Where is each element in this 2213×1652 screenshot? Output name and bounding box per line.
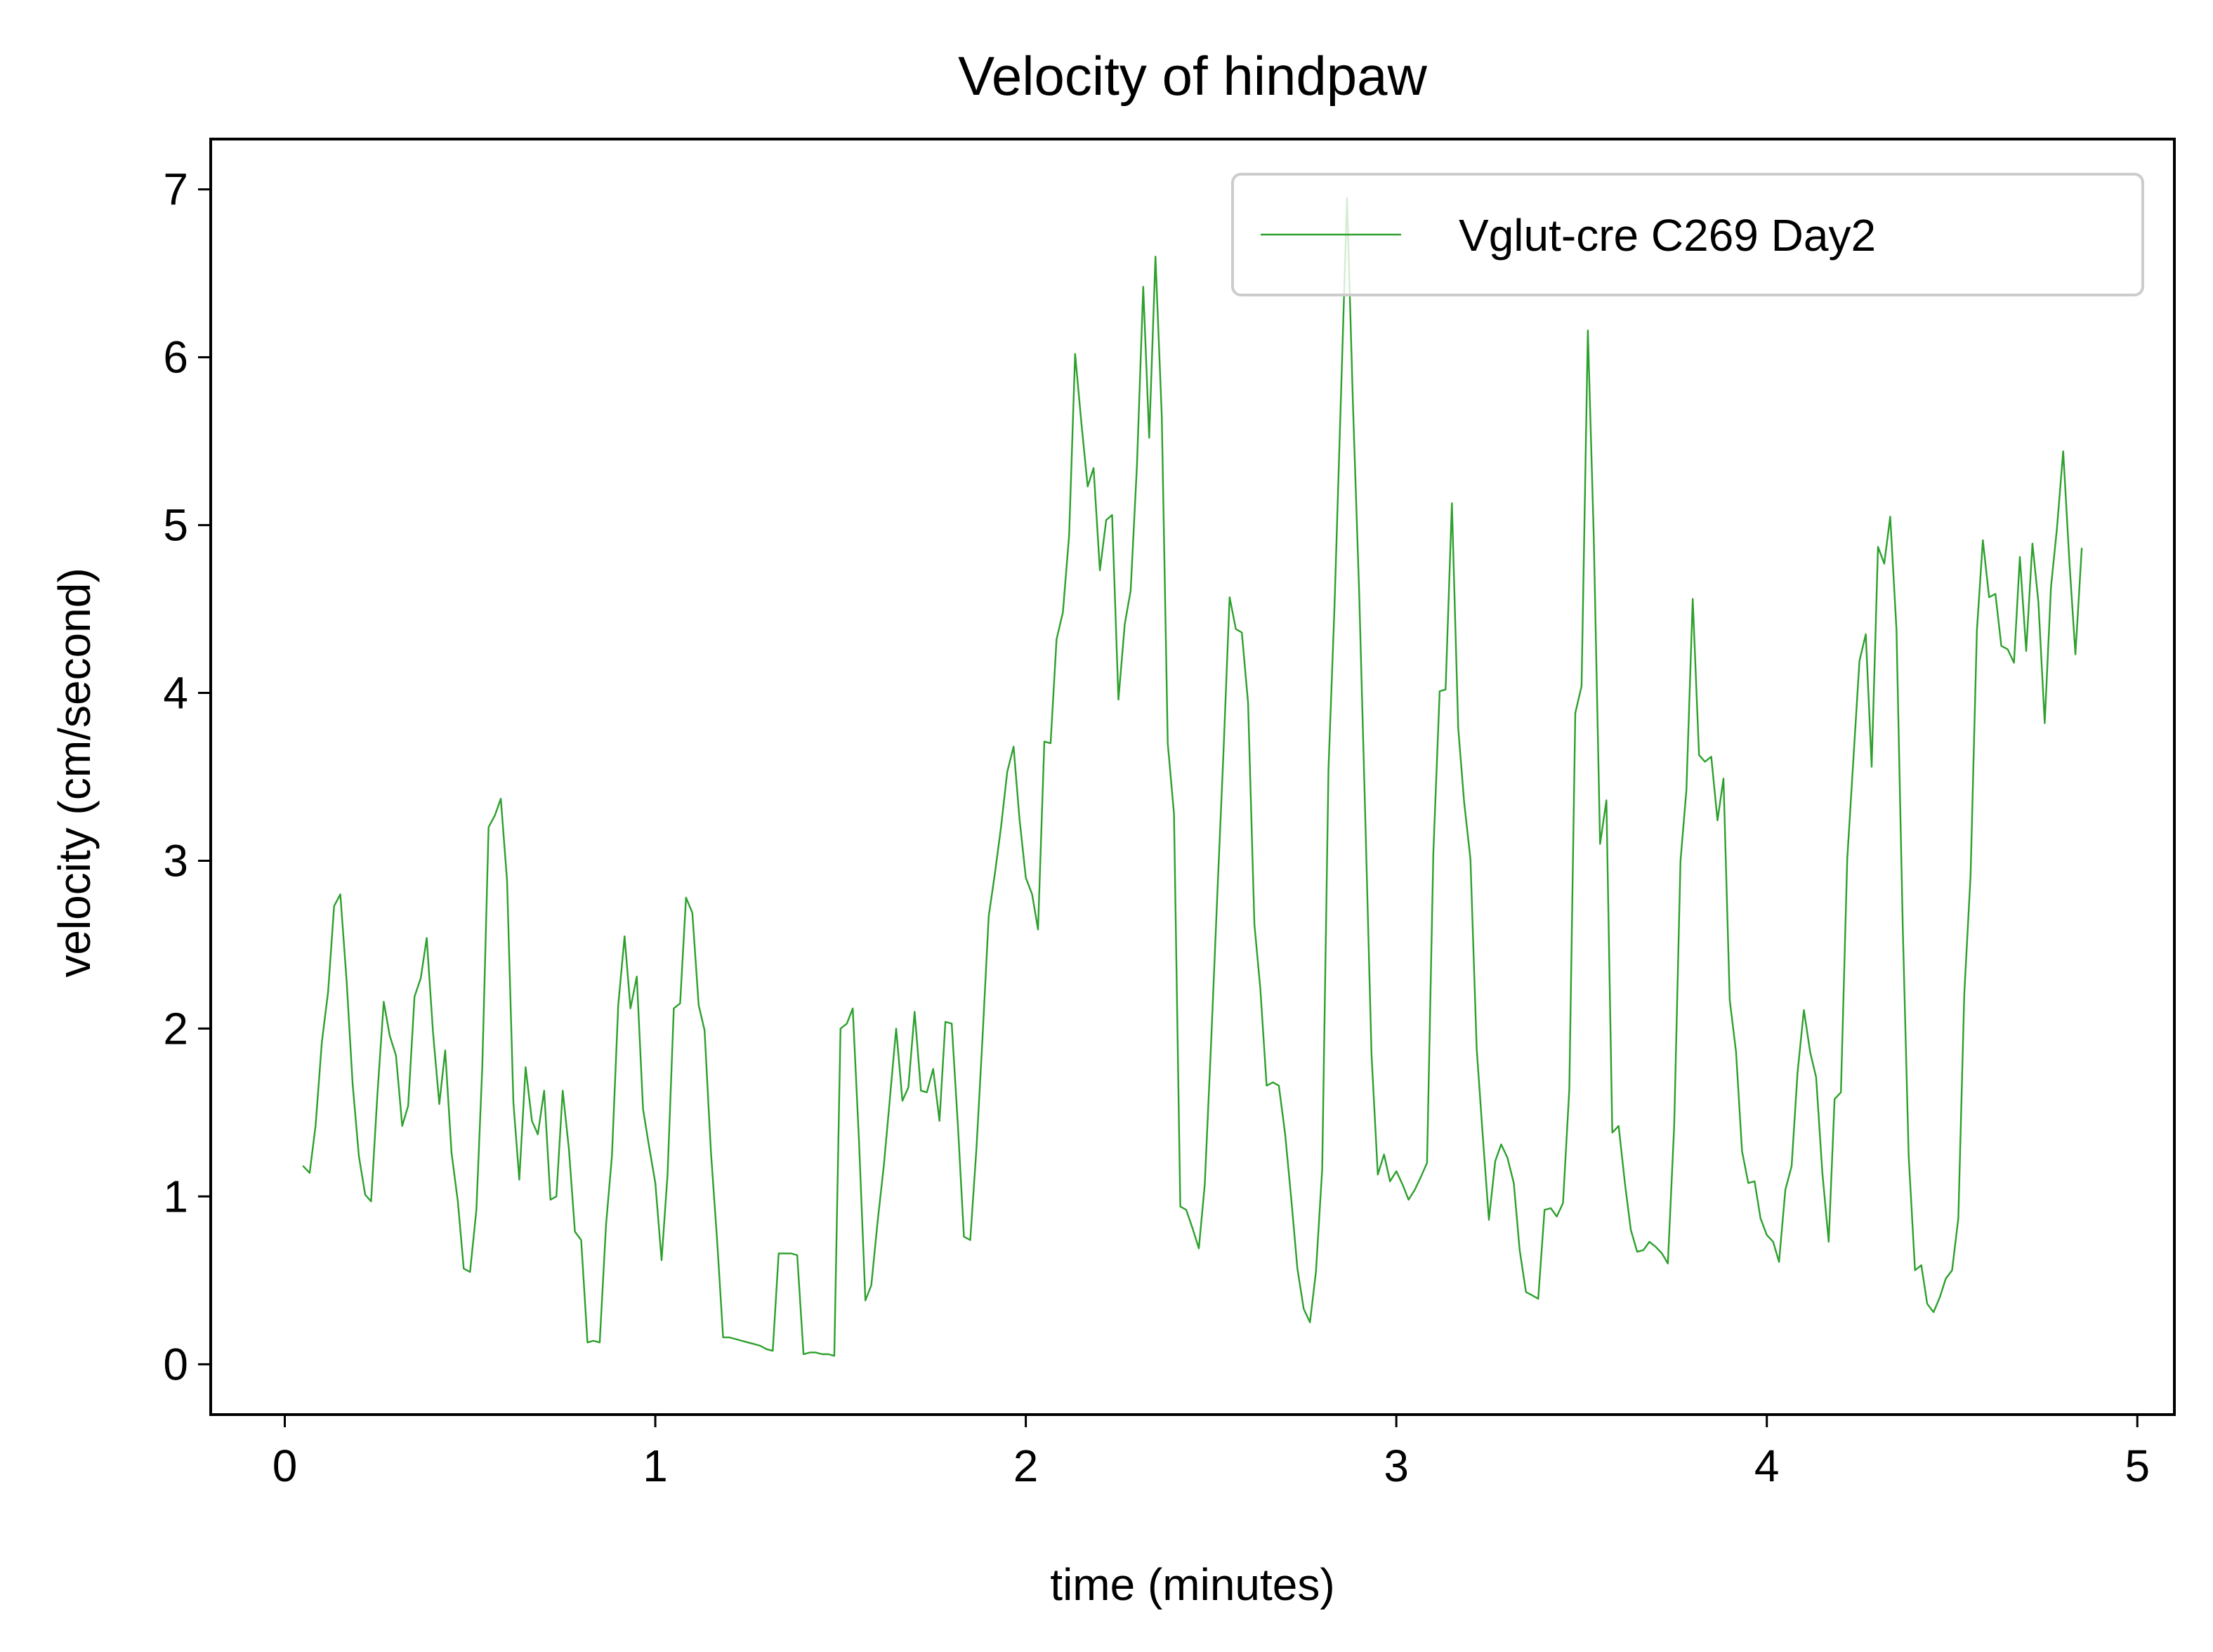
y-tick-label: 0 xyxy=(163,1339,188,1389)
chart-title: Velocity of hindpaw xyxy=(958,45,1427,107)
legend: Vglut-cre C269 Day2 xyxy=(1231,173,2144,296)
x-tick-label: 0 xyxy=(272,1441,298,1491)
y-tick-label: 6 xyxy=(163,332,188,383)
y-tick-label: 2 xyxy=(163,1003,188,1054)
y-tick-label: 7 xyxy=(163,164,188,215)
y-axis-label: velocity (cm/second) xyxy=(49,568,100,977)
y-tick-label: 3 xyxy=(163,835,188,886)
x-tick-label: 3 xyxy=(1384,1441,1409,1491)
y-tick-label: 4 xyxy=(163,668,188,719)
plot-area xyxy=(302,197,2083,1357)
x-tick-label: 1 xyxy=(643,1441,668,1491)
x-axis-label: time (minutes) xyxy=(1050,1559,1334,1610)
legend-box xyxy=(1231,173,2144,296)
x-tick-label: 5 xyxy=(2125,1441,2150,1491)
axis-ticks: 0 1 2 3 4 5 0 1 2 3 4 5 6 7 xyxy=(163,164,2150,1491)
axes-frame xyxy=(209,138,2176,1416)
legend-label: Vglut-cre C269 Day2 xyxy=(1459,210,1876,261)
y-tick-label: 1 xyxy=(163,1171,188,1221)
x-tick-label: 2 xyxy=(1013,1441,1039,1491)
series-line xyxy=(302,197,2083,1357)
x-tick-label: 4 xyxy=(1754,1441,1780,1491)
y-tick-label: 5 xyxy=(163,500,188,551)
